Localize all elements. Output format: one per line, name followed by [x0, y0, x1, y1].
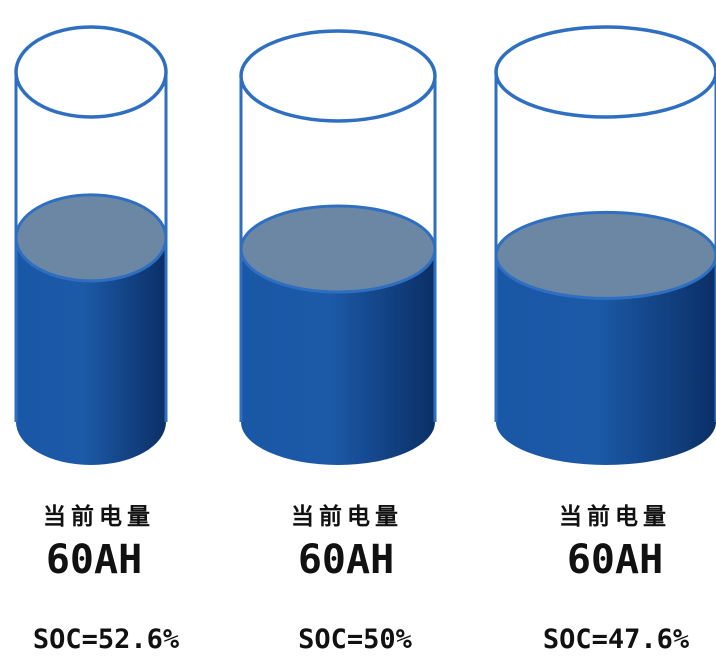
liquid-surface-2	[239, 204, 437, 294]
cylinder-rim-3	[494, 25, 716, 119]
soc-label-1: SOC=52.6%	[32, 624, 180, 655]
liquid-body-3	[496, 255, 716, 465]
capacity-caption-2: 当前电量	[282, 497, 412, 531]
caption-text-2: 当前电量	[291, 503, 403, 530]
liquid-body-1	[16, 237, 166, 465]
cylinder-rim-1	[14, 25, 168, 119]
capacity-value-3: 60AH	[566, 537, 664, 583]
capacity-caption-1: 当前电量	[34, 497, 164, 531]
soc-label-2: SOC=50%	[298, 624, 412, 655]
capacity-value-1: 60AH	[45, 537, 143, 583]
liquid-surface-3	[494, 210, 716, 300]
caption-text-1: 当前电量	[43, 503, 155, 530]
cylinder-rim-2	[239, 29, 437, 123]
caption-text-3: 当前电量	[559, 503, 671, 530]
capacity-value-2: 60AH	[297, 537, 395, 583]
capacity-caption-3: 当前电量	[550, 497, 680, 531]
liquid-body-2	[241, 249, 435, 465]
liquid-surface-1	[14, 193, 168, 283]
soc-label-3: SOC=47.6%	[542, 624, 690, 655]
